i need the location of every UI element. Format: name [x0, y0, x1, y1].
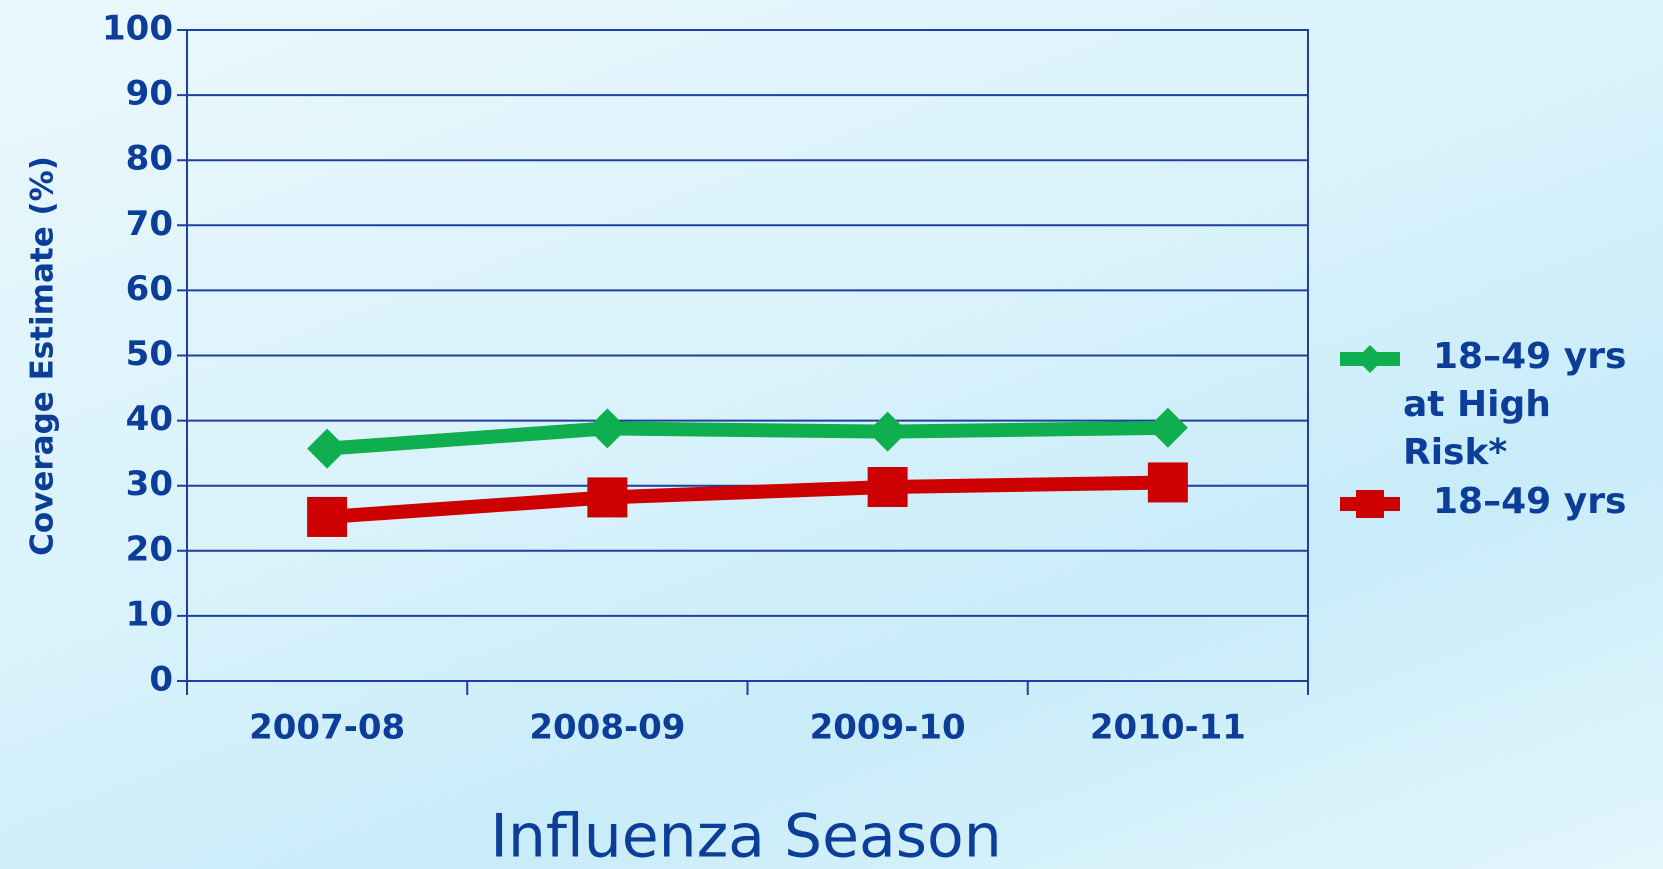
- marker: [1147, 462, 1188, 503]
- y-tick-label: 50: [126, 334, 173, 374]
- x-axis-label: Influenza Season: [490, 802, 1002, 869]
- marker: [307, 428, 348, 469]
- x-tick-label: 2008-09: [529, 708, 685, 748]
- marker: [1356, 490, 1384, 518]
- legend-label: 18–49 yrs: [1433, 481, 1627, 522]
- legend-label: 18–49 yrs at High Risk*: [1403, 336, 1627, 473]
- marker: [587, 408, 628, 449]
- marker: [867, 411, 908, 452]
- y-tick-label: 0: [149, 660, 173, 700]
- series-line: [326, 475, 1168, 524]
- marker: [1356, 345, 1384, 373]
- series-line: [326, 420, 1168, 456]
- x-tick-label: 2009-10: [810, 708, 966, 748]
- y-tick-label: 70: [126, 204, 173, 244]
- x-tick-label: 2010-11: [1090, 708, 1246, 748]
- marker: [867, 467, 908, 508]
- y-tick-label: 30: [126, 464, 173, 504]
- y-tick-label: 20: [126, 529, 173, 569]
- x-tick-label: 2007-08: [249, 708, 405, 748]
- marker: [1147, 407, 1188, 448]
- y-axis-label: Coverage Estimate (%): [25, 156, 61, 556]
- y-tick-label: 100: [102, 9, 173, 49]
- marker: [307, 496, 348, 537]
- y-tick-label: 10: [126, 594, 173, 634]
- y-tick-label: 40: [126, 399, 173, 439]
- y-tick-label: 90: [126, 74, 173, 114]
- marker: [587, 477, 628, 518]
- y-tick-label: 80: [126, 139, 173, 179]
- y-tick-label: 60: [126, 269, 173, 309]
